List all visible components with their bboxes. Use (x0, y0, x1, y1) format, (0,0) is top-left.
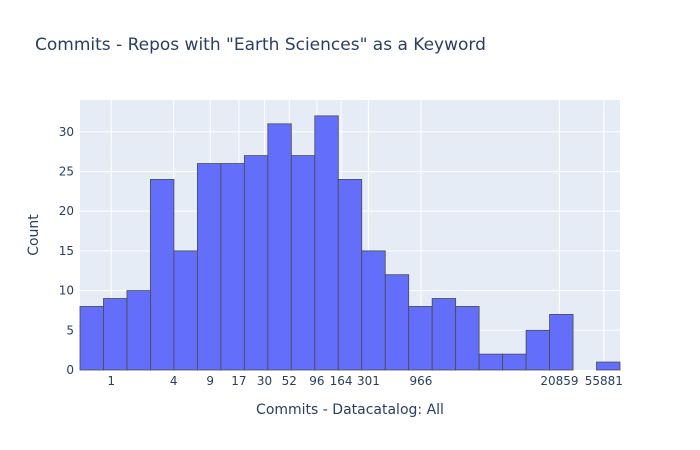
x-tick-label: 55881 (585, 374, 623, 388)
x-tick-label: 1 (107, 374, 115, 388)
histogram-bar (290, 155, 316, 371)
x-tick-label: 17 (231, 374, 246, 388)
histogram-bar (337, 179, 363, 371)
bars (79, 115, 621, 371)
x-tick-label: 30 (257, 374, 272, 388)
histogram-bar (126, 290, 151, 371)
histogram-bar (103, 298, 128, 371)
histogram-bar (478, 353, 504, 371)
x-tick-label: 301 (357, 374, 380, 388)
histogram-bar (408, 306, 433, 371)
x-axis-ticks: 1 4 9 17 30 52 96 164 301 966 20859 55881 (107, 374, 623, 388)
y-tick-label: 30 (59, 125, 74, 139)
y-axis-ticks: 0 5 10 15 20 25 30 (59, 125, 74, 377)
histogram-bar (243, 155, 269, 371)
histogram-bar (361, 250, 386, 371)
histogram-bar (502, 353, 527, 371)
histogram-bar (196, 163, 222, 371)
histogram-bar (150, 179, 175, 371)
x-tick-label: 96 (309, 374, 324, 388)
x-tick-label: 966 (410, 374, 433, 388)
histogram-bar (596, 361, 621, 371)
chart-title: Commits - Repos with "Earth Sciences" as… (35, 35, 486, 55)
y-tick-label: 10 (59, 284, 74, 298)
histogram-bar (173, 250, 198, 371)
x-tick-label: 20859 (540, 374, 578, 388)
histogram-bar (455, 306, 480, 371)
y-tick-label: 25 (59, 164, 74, 178)
histogram-bar (549, 314, 574, 371)
histogram-bar (525, 329, 550, 371)
x-tick-label: 52 (282, 374, 297, 388)
y-tick-label: 20 (59, 204, 74, 218)
histogram-bar (79, 306, 104, 371)
histogram-bar (431, 298, 457, 371)
y-tick-label: 0 (66, 363, 74, 377)
y-tick-label: 5 (66, 323, 74, 337)
y-tick-label: 15 (59, 244, 74, 258)
x-axis-title: Commits - Datacatalog: All (256, 402, 444, 418)
histogram-bar (267, 123, 292, 371)
y-axis-title: Count (26, 214, 42, 256)
histogram-bar (314, 115, 339, 371)
x-tick-label: 164 (330, 374, 353, 388)
histogram-bar (384, 274, 410, 371)
histogram-bar (220, 163, 245, 371)
x-tick-label: 4 (170, 374, 178, 388)
x-tick-label: 9 (206, 374, 214, 388)
